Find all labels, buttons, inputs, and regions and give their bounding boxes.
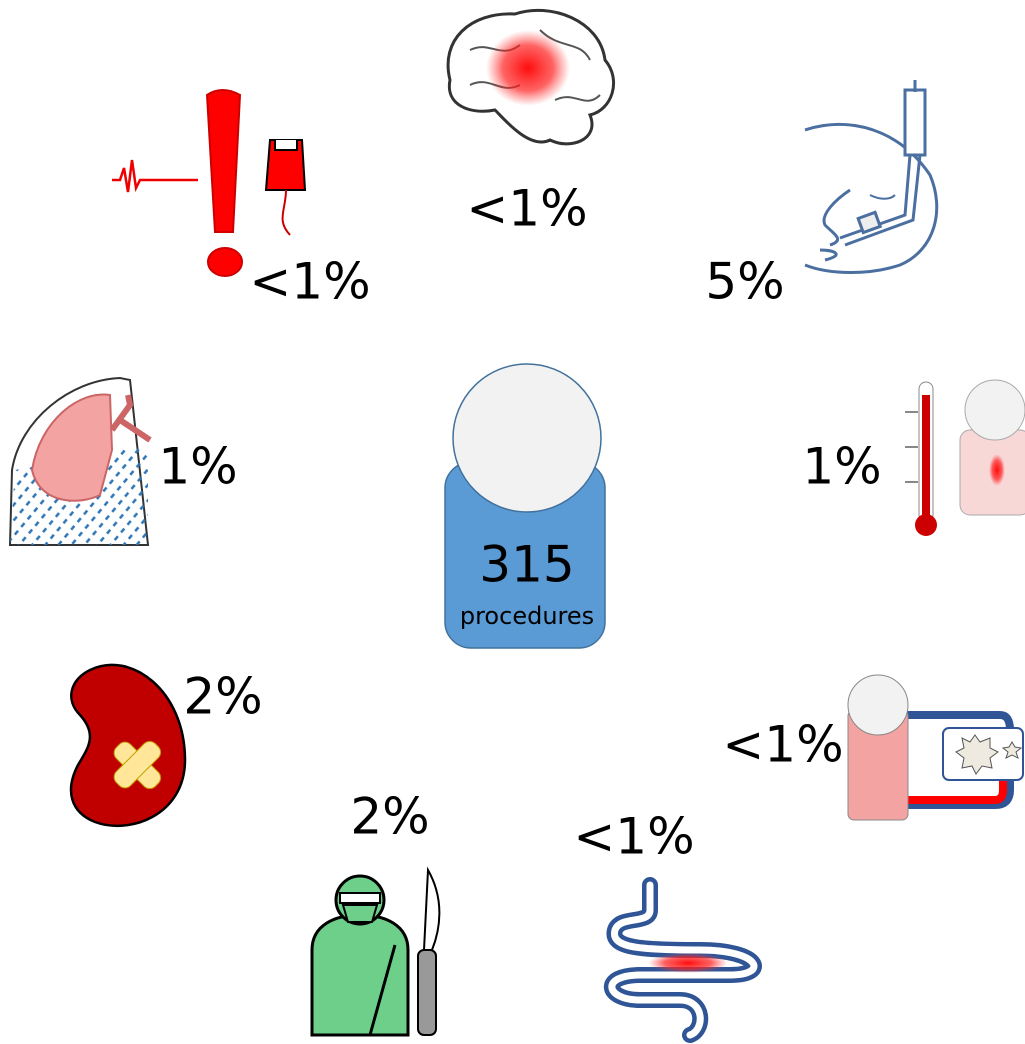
- fever-icon: [905, 380, 1025, 536]
- percentage: 2%: [183, 668, 262, 726]
- circuit-icon: [848, 675, 1023, 820]
- intubation-icon: [805, 80, 937, 273]
- percentage: 2%: [350, 788, 429, 846]
- percentage: 5%: [705, 253, 784, 311]
- procedure-label: procedures: [460, 602, 594, 630]
- procedure-count: 315: [479, 536, 574, 594]
- complications-diagram: <1% <1% 5% 1% 1%: [0, 0, 1025, 1044]
- percentage: 1%: [802, 438, 881, 496]
- brain-icon: [448, 10, 613, 143]
- bleeding-icon: [112, 90, 305, 276]
- lung-icon: [10, 378, 150, 545]
- bowel-icon: [612, 885, 754, 1035]
- surgery-icon: [312, 870, 439, 1035]
- percentage: <1%: [722, 716, 843, 774]
- kidney-icon: [71, 665, 185, 826]
- patient-figure: 315 procedures: [445, 364, 605, 648]
- percentage: <1%: [249, 253, 370, 311]
- percentage: <1%: [466, 180, 587, 238]
- percentage: 1%: [158, 438, 237, 496]
- percentage: <1%: [573, 808, 694, 866]
